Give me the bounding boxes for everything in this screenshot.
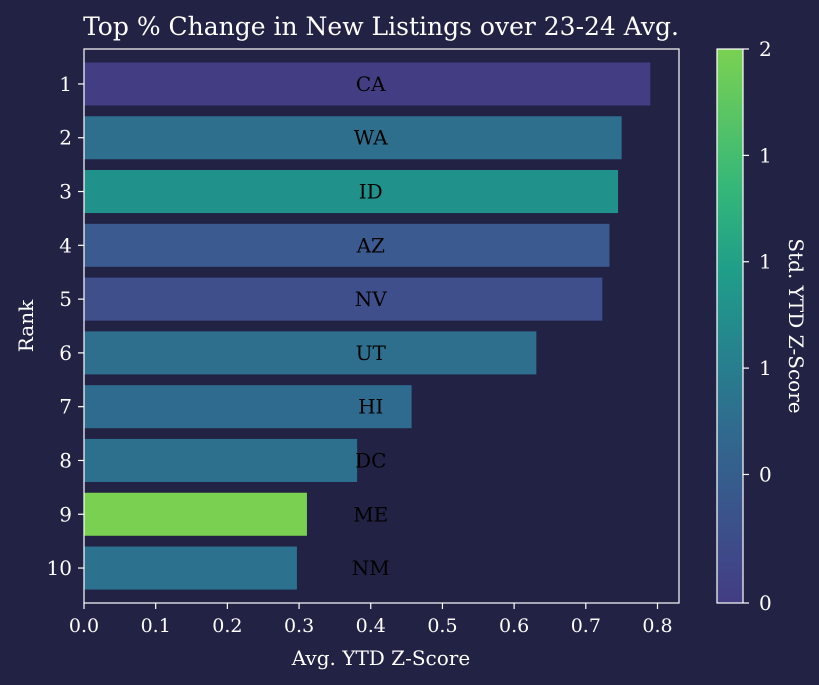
bar-nv [84, 277, 603, 321]
colorbar-tick-label: 1 [759, 143, 772, 167]
x-tick-label: 0.1 [141, 615, 171, 637]
bar-label-nm: NM [352, 556, 390, 580]
colorbar-ticks: 2 1 1 1 0 0 [743, 37, 772, 615]
bars-layer [84, 62, 651, 590]
x-tick-label: 0.3 [284, 615, 314, 637]
x-axis: 0.0 0.1 0.2 0.3 0.4 0.5 0.6 0.7 0.8 [69, 603, 673, 637]
y-tick-label: 10 [47, 556, 72, 580]
x-tick-label: 0.4 [356, 615, 386, 637]
y-tick-label: 2 [59, 126, 72, 150]
colorbar [716, 48, 744, 604]
bar-label-nv: NV [355, 287, 388, 311]
bar-label-az: AZ [356, 233, 385, 257]
plot-area-frame [83, 48, 680, 604]
y-tick-label: 1 [59, 72, 72, 96]
y-axis-label: Rank [14, 299, 38, 352]
y-tick-label: 3 [59, 180, 72, 204]
bar-dc [84, 438, 358, 482]
bar-label-ut: UT [356, 341, 387, 365]
x-tick-label: 0.8 [642, 615, 672, 637]
bar-az [84, 223, 610, 267]
x-tick-label: 0.2 [212, 615, 242, 637]
colorbar-tick-label: 1 [759, 356, 772, 380]
y-tick-label: 9 [59, 502, 72, 526]
bar-label-me: ME [353, 502, 388, 526]
chart-title: Top % Change in New Listings over 23-24 … [83, 12, 679, 41]
bar-label-hi: HI [358, 395, 383, 419]
bar-id [84, 170, 619, 214]
colorbar-tick-label: 1 [759, 250, 772, 274]
y-tick-label: 7 [59, 395, 72, 419]
x-tick-label: 0.6 [499, 615, 529, 637]
y-axis: 1 2 3 4 5 6 7 8 9 10 [47, 72, 84, 580]
colorbar-tick-label: 0 [759, 462, 772, 486]
x-axis-label: Avg. YTD Z-Score [291, 646, 470, 670]
bar-ca [84, 62, 651, 106]
bar-label-dc: DC [355, 448, 386, 472]
x-tick-label: 0.0 [69, 615, 99, 637]
colorbar-tick-label: 0 [759, 591, 772, 615]
x-tick-label: 0.7 [571, 615, 601, 637]
bar-wa [84, 116, 622, 160]
y-tick-label: 4 [59, 233, 72, 257]
bar-me [84, 492, 307, 536]
y-tick-label: 8 [59, 448, 72, 472]
bar-label-id: ID [359, 180, 383, 204]
bar-nm [84, 546, 297, 590]
bar-label-wa: WA [354, 126, 389, 150]
y-tick-label: 5 [59, 287, 72, 311]
bar-ut [84, 331, 537, 375]
colorbar-tick-label: 2 [759, 37, 772, 61]
x-tick-label: 0.5 [427, 615, 457, 637]
bar-hi [84, 385, 412, 429]
y-tick-label: 6 [59, 341, 72, 365]
colorbar-label: Std. YTD Z-Score [784, 238, 808, 413]
bar-labels-layer: CA WA ID AZ NV UT HI DC ME NM [352, 72, 390, 580]
bar-label-ca: CA [356, 72, 386, 96]
